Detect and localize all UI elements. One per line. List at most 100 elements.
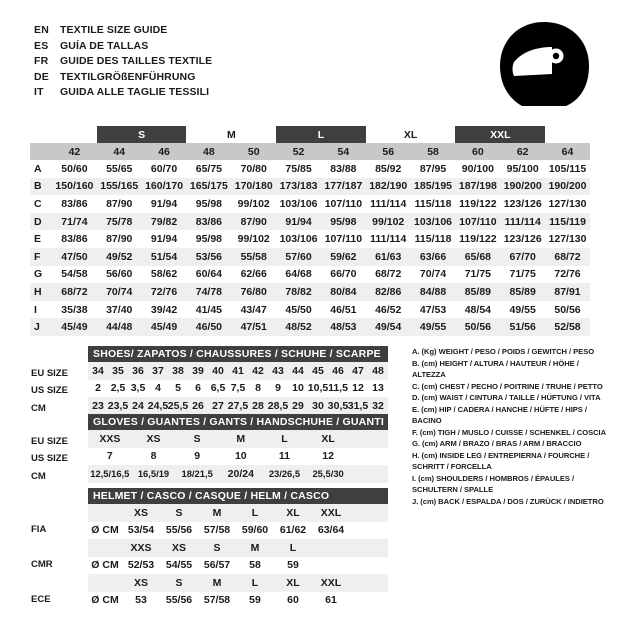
table-cell: 37/40 xyxy=(106,303,133,316)
table-row: F 47/50 49/52 51/54 53/56 55/58 57/60 59/62 61/6… xyxy=(30,247,590,266)
table-cell: 99/102 xyxy=(237,197,270,210)
table-cell: 47/50 xyxy=(61,250,88,263)
gloves-table: GLOVES / GUANTES / GANTS / HANDSCHUHE / … xyxy=(88,414,388,483)
language-row: DE TEXTILGRÖßENFÜHRUNG xyxy=(34,71,212,87)
table-cell: 91/94 xyxy=(285,215,312,228)
size-value: 58 xyxy=(427,145,439,158)
sub-table-cell: 5 xyxy=(175,382,181,395)
size-value: 46 xyxy=(158,145,170,158)
legend-entry: E. (cm) HIP / CADERA / HANCHE / HÜFTE / … xyxy=(412,404,589,426)
sub-table-cell: 44 xyxy=(292,364,304,377)
size-band-m: M xyxy=(226,128,236,141)
band-spacer xyxy=(30,126,52,143)
gloves-us-size-label: US SIZE xyxy=(31,453,68,464)
table-cell: 48/53 xyxy=(330,321,357,334)
table-cell: 45/49 xyxy=(150,321,178,334)
table-cell: 39/42 xyxy=(150,303,178,316)
sub-table-cell: XS xyxy=(146,432,161,445)
sub-table-cell: 7 xyxy=(106,450,113,463)
helmet-unit-spacer xyxy=(88,574,122,592)
sub-table-cell: XXS xyxy=(99,432,121,445)
table-cell: 51/56 xyxy=(509,321,536,334)
sub-table-cell: 24 xyxy=(132,399,144,412)
sub-table-cell: 26 xyxy=(192,399,204,412)
helmet-value-row: Ø CM 53/54 55/56 57/58 59/60 61/62 63/64 xyxy=(88,521,388,539)
table-row: E 83/86 87/90 91/94 95/98 99/102 103/106 107/11… xyxy=(30,230,590,248)
table-cell: 63/66 xyxy=(419,250,447,263)
table-cell: 65/68 xyxy=(464,250,491,263)
language-row: FR GUIDE DES TAILLES TEXTILE xyxy=(34,55,212,71)
language-code: EN xyxy=(34,24,49,36)
table-cell: 61/63 xyxy=(375,250,402,263)
table-cell: 58/62 xyxy=(150,268,178,281)
table-cell: 83/86 xyxy=(61,233,88,246)
size-band-empty xyxy=(52,126,97,143)
sub-table-row: 34 35 36 37 38 39 40 41 42 43 44 45 46 47 48 xyxy=(88,362,388,380)
measurement-rows: A 50/60 55/65 60/70 65/75 70/80 75/85 83/88 85/9… xyxy=(30,160,590,336)
size-band-xl: XL xyxy=(403,128,418,141)
table-cell: 83/86 xyxy=(61,197,88,210)
helmet-size-row: XXS XS S M L xyxy=(88,539,388,557)
sub-table-cell: 9 xyxy=(194,450,201,463)
sub-table-cell: 47 xyxy=(352,364,364,377)
helmet-title: HELMET / CASCO / CASQUE / HELM / CASCO xyxy=(88,488,388,504)
language-text: TEXTILGRÖßENFÜHRUNG xyxy=(60,70,196,83)
size-band-s: S xyxy=(96,126,187,143)
size-value: 44 xyxy=(113,145,126,158)
table-cell: 53/56 xyxy=(195,250,223,263)
legend-entry: A. (Kg) WEIGHT / PESO / POIDS / GEWITCH … xyxy=(412,347,595,356)
shoes-table: SHOES/ ZAPATOS / CHAUSSURES / SCHUHE / S… xyxy=(88,346,388,415)
helmet-value-cell: 61/62 xyxy=(279,524,307,537)
table-row: G 54/58 56/60 58/62 60/64 62/66 64/68 66/70 68/7… xyxy=(30,265,590,284)
table-cell: 46/52 xyxy=(375,303,402,316)
table-cell: 95/100 xyxy=(506,162,539,175)
helmet-size-label: XXL xyxy=(320,576,342,589)
helmet-size-label: M xyxy=(212,576,222,589)
helmet-value-cell: 57/58 xyxy=(203,594,231,607)
helmet-unit-spacer xyxy=(88,504,122,522)
sub-table-cell: 7,5 xyxy=(230,382,246,395)
table-cell: 68/72 xyxy=(61,285,88,298)
size-band-l: L xyxy=(276,126,366,143)
table-cell: 46/51 xyxy=(330,303,357,316)
main-size-table: S M L XL XXL 42 44 46 48 50 52 54 56 58 60 62 64 A 50/60… xyxy=(30,126,590,336)
sub-table-cell: 39 xyxy=(192,364,204,377)
sub-table-cell: 27 xyxy=(212,399,224,412)
sub-table-cell: L xyxy=(281,432,288,445)
gloves-eu-size-label: EU SIZE xyxy=(31,436,68,447)
table-row: I 35/38 37/40 39/42 41/45 43/47 45/50 46/51 46/5… xyxy=(30,300,590,319)
sub-table-cell: 40 xyxy=(212,364,224,377)
table-cell: 123/126 xyxy=(503,197,542,210)
size-value: 60 xyxy=(472,145,484,158)
sub-table-cell: 30,5 xyxy=(327,399,349,412)
table-cell: 41/45 xyxy=(195,303,223,316)
size-value: 56 xyxy=(382,145,395,158)
helmet-size-row: XS S M L XL XXL xyxy=(88,504,388,522)
language-row: IT GUIDA ALLE TAGLIE TESSILI xyxy=(34,86,212,102)
measurement-legend: A. (Kg) WEIGHT / PESO / POIDS / GEWITCH … xyxy=(412,346,612,507)
gloves-cm-label: CM xyxy=(31,471,46,482)
sub-table-cell: 8 xyxy=(150,450,157,463)
sub-table-cell: 23/26,5 xyxy=(268,468,301,480)
helmet-size-label: L xyxy=(289,541,297,554)
language-row: EN TEXTILE SIZE GUIDE xyxy=(34,24,212,40)
helmet-value-cell: 59 xyxy=(249,594,261,607)
language-text: GUIDE DES TAILLES TEXTILE xyxy=(60,55,213,67)
table-cell: 150/160 xyxy=(55,180,94,193)
table-cell: 49/52 xyxy=(106,250,133,263)
sub-table-cell: 46 xyxy=(332,364,344,377)
legend-entry: I. (cm) SHOULDERS / HOMBROS / ÉPAULES / … xyxy=(412,473,575,495)
table-cell: 71/74 xyxy=(61,215,88,228)
sub-table-cell: 42 xyxy=(252,364,264,377)
helmet-value-cell: 56/57 xyxy=(203,559,231,572)
table-cell: 111/114 xyxy=(370,197,407,210)
helmet-value-cell: 61 xyxy=(325,594,337,607)
helmet-size-label: XL xyxy=(286,506,300,519)
size-band-empty xyxy=(545,126,590,143)
row-label: J xyxy=(34,321,40,334)
sub-table-row: 7 8 9 10 11 12 xyxy=(88,447,388,465)
row-label: E xyxy=(34,233,42,246)
size-value: 52 xyxy=(292,145,305,158)
table-cell: 105/115 xyxy=(548,162,587,175)
shoes-eu-size-label: EU SIZE xyxy=(31,368,68,379)
